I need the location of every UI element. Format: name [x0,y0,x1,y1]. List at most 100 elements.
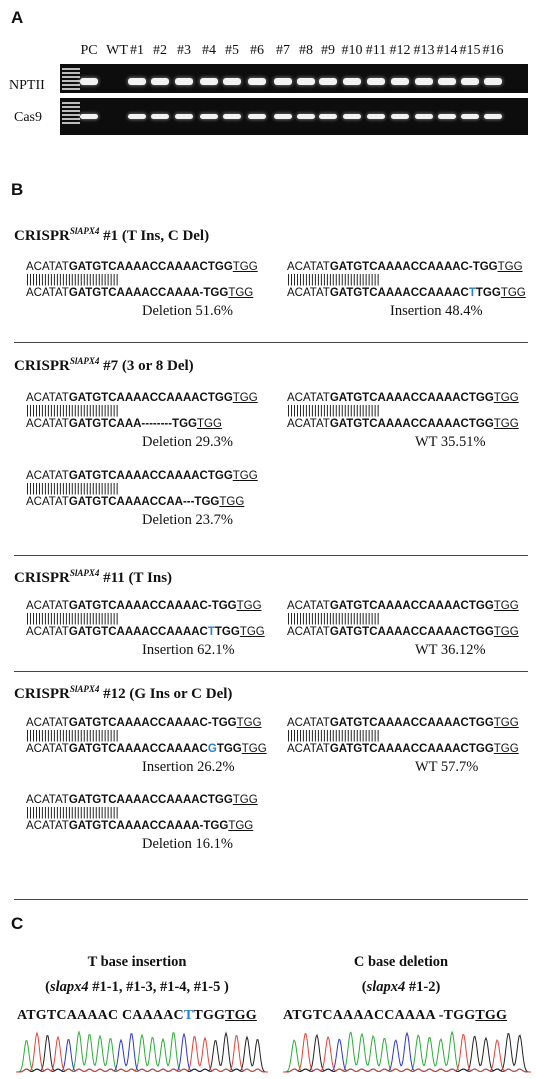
seq-pam: TGG [232,470,258,482]
gel-lane-label: #15 [459,43,481,58]
seq-pam: TGG [239,626,265,638]
gel-band-cas9 [151,114,169,119]
gel-lane-label: PC [80,43,98,58]
section-title-suffix: #12 (G Ins or C Del) [99,686,233,702]
alignment-match-bars: ||||||||||||||||||||||||||||||| [287,405,380,417]
seq-pam: TGG [232,794,258,806]
seq-pam: TGG [228,287,254,299]
seq-prefix: ACATAT [26,820,69,832]
c-left-title: T base insertion [87,954,187,970]
gel-band-nptii [297,78,315,85]
gel-image-nptii [60,64,528,93]
seq-pam: TGG [232,261,258,273]
alignment-percentage-label: WT 36.12% [415,642,486,658]
sequence-alignment: ACATATGATGTCAAAACCAAAACTGGTGG |||||||||||… [26,470,258,509]
alignment-percentage-label: Deletion 23.7% [142,512,234,528]
section-divider [14,671,528,672]
seq-protospacer-end: TGG [475,287,501,299]
gel-band-cas9 [415,114,433,119]
alignment-reference-line: ACATATGATGTCAAAACCAAAACTGGTGG [26,261,258,274]
ladder-band [62,118,80,120]
gel-band-cas9 [438,114,456,119]
inserted-base: G [207,743,217,755]
section-title: CRISPRSlAPX4 #7 (3 or 8 Del) [14,356,194,375]
gel-band-cas9 [319,114,337,119]
seq-protospacer: GATGTCAAAACCAAAACTGG [68,470,233,482]
section-title-suffix: #11 (T Ins) [99,570,173,586]
seq-protospacer: GATGTCAAAACCAAAACTGG [329,626,494,638]
seq-protospacer: GATGTCAAAACCAAAAC [68,743,208,755]
gel-lane-label: #3 [177,43,191,58]
section-title-sup: SlAPX4 [69,226,100,236]
alignment-match-bars: ||||||||||||||||||||||||||||||| [287,613,380,625]
gel-band-nptii [438,78,456,85]
alignment-sample-line: ACATATGATGTCAAAACCAAAA-TGGTGG [26,820,258,833]
section-title-sup: SlAPX4 [69,568,100,578]
seq-protospacer: GATGTCAAAACCAAAACTGG [329,418,494,430]
ladder-band [62,80,80,82]
gel-lane-label: #11 [365,43,387,58]
seq-pam: TGG [493,717,519,729]
alignment-reference-line: ACATATGATGTCAAAACCAAAACTGGTGG [26,794,258,807]
sequence-alignment: ACATATGATGTCAAAACCAAAACTGGTGG |||||||||||… [26,794,258,833]
seq-prefix: ACATAT [287,418,330,430]
alignment-reference-line: ACATATGATGTCAAAACCAAAAC-TGGTGG [26,600,265,613]
sequence-alignment: ACATATGATGTCAAAACCAAAACTGGTGG |||||||||||… [26,261,258,300]
seq-prefix: ACATAT [26,261,69,273]
seq-protospacer-end: TGG [216,743,242,755]
gel-band-cas9 [248,114,266,119]
seq-prefix: ACATAT [26,287,69,299]
seq-protospacer: GATGTCAAAACCAAAAC [68,626,208,638]
seq-protospacer: GATGTCAAAACCAAAA-TGG [68,820,229,832]
seq-protospacer: GATGTCAAAACCAAAACTGG [329,392,494,404]
inserted-base: T [207,626,215,638]
gel-lane-label: #12 [389,43,411,58]
seq-pam: TGG [241,743,267,755]
alignment-match-bars: ||||||||||||||||||||||||||||||| [26,483,119,495]
section-title: CRISPRSlAPX4 #12 (G Ins or C Del) [14,684,232,703]
section-title-prefix: CRISPR [14,570,70,586]
seq-prefix: ACATAT [26,470,69,482]
gel-band-nptii [484,78,502,85]
alignment-reference-line: ACATATGATGTCAAAACCAAAAC-TGGTGG [287,261,526,274]
section-title-sup: SlAPX4 [69,356,100,366]
seq-protospacer: GATGTCAAAACCAAAAC-TGG [329,261,498,273]
alignment-percentage-label: WT 35.51% [415,434,486,450]
ladder-band [62,102,80,104]
seq-pam: TGG [219,496,245,508]
ladder-band [62,88,80,90]
alignment-reference-line: ACATATGATGTCAAAACCAAAACTGGTGG [26,470,258,483]
gel-lane-label: #13 [413,43,435,58]
alignment-reference-line: ACATATGATGTCAAAACCAAAACTGGTGG [287,717,519,730]
section-title: CRISPRSlAPX4 #1 (T Ins, C Del) [14,226,209,245]
gel-band-cas9 [200,114,218,119]
seq-prefix: ACATAT [26,743,69,755]
alignment-match-bars: ||||||||||||||||||||||||||||||| [26,730,119,742]
seq-pam: TGG [232,392,258,404]
inserted-base: T [468,287,476,299]
seq-prefix: ACATAT [287,287,330,299]
gel-band-nptii [248,78,266,85]
alignment-reference-line: ACATATGATGTCAAAACCAAAACTGGTGG [26,392,258,405]
seq-pam: TGG [493,743,519,755]
seq-protospacer: GATGTCAAAACCAAAACTGG [329,717,494,729]
seq-protospacer: GATGTCAAA--------TGG [68,418,197,430]
seq-prefix: ACATAT [26,418,69,430]
ladder-band [62,122,80,124]
seq-protospacer: GATGTCAAAACCAAAAC-TGG [68,717,237,729]
seq-prefix: ACATAT [26,717,69,729]
seq-prefix: ACATAT [26,626,69,638]
section-title-suffix: #1 (T Ins, C Del) [99,228,210,244]
seq-protospacer: GATGTCAAAACCAAAACTGG [68,261,233,273]
gel-band-cas9 [274,114,292,119]
gel-lane-label: #16 [482,43,504,58]
gel-lane-labels: PC WT #1 #2 #3 #4 #5 #6 #7 #8 #9 #10 #11 #12 #13 #14 #15… [74,43,530,61]
seq-pam: TGG [236,717,262,729]
gel-band-cas9 [484,114,502,119]
ladder-band [62,110,80,112]
seq-pam: TGG [493,626,519,638]
gel-lane-label: #7 [276,43,290,58]
section-title-sup: SlAPX4 [69,684,100,694]
seq-protospacer: GATGTCAAAACCAAAACTGG [329,600,494,612]
seq-protospacer: GATGTCAAAACCAAAAC-TGG [68,600,237,612]
